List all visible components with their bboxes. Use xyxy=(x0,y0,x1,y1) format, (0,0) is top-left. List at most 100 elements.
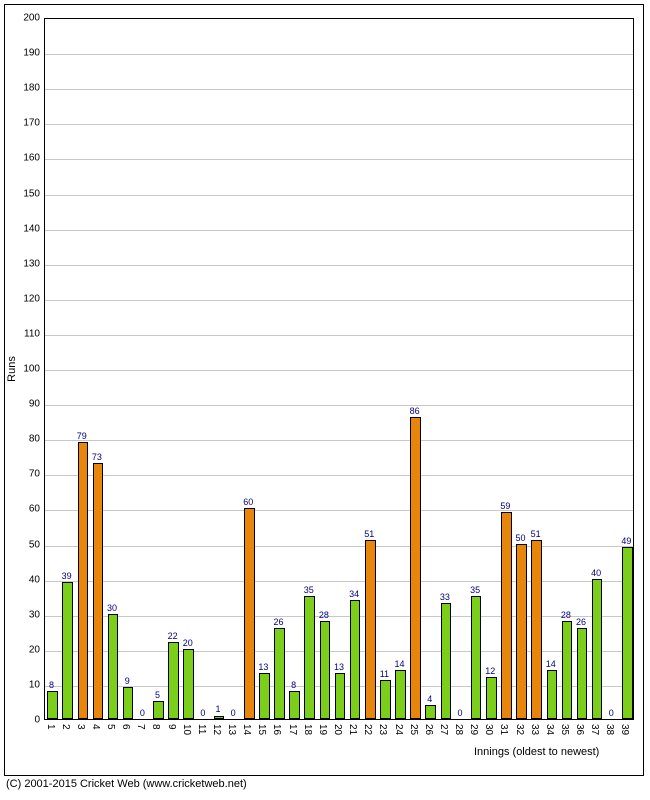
bar-value-label: 35 xyxy=(304,585,314,595)
grid-line xyxy=(45,300,633,301)
y-tick-label: 90 xyxy=(0,399,40,410)
bar xyxy=(62,582,73,719)
bar-value-label: 11 xyxy=(380,669,389,679)
bar-value-label: 33 xyxy=(440,592,450,602)
bar-value-label: 0 xyxy=(609,708,614,718)
x-tick-label: 6 xyxy=(120,724,131,730)
x-tick-label: 5 xyxy=(105,724,116,730)
x-tick-label: 29 xyxy=(468,724,479,735)
bar xyxy=(350,600,361,719)
x-tick-label: 36 xyxy=(574,724,585,735)
bar xyxy=(108,614,119,719)
bar xyxy=(547,670,558,719)
bar-value-label: 51 xyxy=(364,529,374,539)
bar xyxy=(380,680,391,719)
grid-line xyxy=(45,370,633,371)
y-tick-label: 100 xyxy=(0,364,40,375)
x-tick-label: 11 xyxy=(196,724,207,734)
bar-value-label: 8 xyxy=(291,680,296,690)
bar xyxy=(425,705,436,719)
bar-value-label: 13 xyxy=(258,662,268,672)
bar-value-label: 22 xyxy=(168,631,178,641)
y-tick-label: 70 xyxy=(0,469,40,480)
x-tick-label: 4 xyxy=(90,724,101,730)
grid-line xyxy=(45,335,633,336)
x-tick-label: 12 xyxy=(211,724,222,735)
bar xyxy=(471,596,482,719)
y-tick-label: 180 xyxy=(0,83,40,94)
bar xyxy=(289,691,300,719)
bar-value-label: 20 xyxy=(183,638,193,648)
copyright-text: (C) 2001-2015 Cricket Web (www.cricketwe… xyxy=(6,778,247,790)
bar-value-label: 14 xyxy=(546,659,556,669)
bar xyxy=(577,628,588,719)
x-tick-label: 18 xyxy=(302,724,313,735)
bar-value-label: 49 xyxy=(621,536,631,546)
bar-value-label: 4 xyxy=(427,694,432,704)
y-tick-label: 200 xyxy=(0,13,40,24)
bar xyxy=(78,442,89,719)
bar-value-label: 0 xyxy=(458,708,463,718)
bar xyxy=(486,677,497,719)
bar-value-label: 60 xyxy=(243,497,253,507)
bar-value-label: 50 xyxy=(516,533,526,543)
chart-container: Runs Innings (oldest to newest) (C) 2001… xyxy=(0,0,650,800)
bar-value-label: 0 xyxy=(231,708,236,718)
bar xyxy=(93,463,104,719)
bar xyxy=(335,673,346,719)
bar xyxy=(441,603,452,719)
bar-value-label: 30 xyxy=(107,603,117,613)
bar xyxy=(168,642,179,719)
x-tick-label: 37 xyxy=(589,724,600,735)
bar-value-label: 0 xyxy=(140,708,145,718)
bar xyxy=(365,540,376,719)
x-tick-label: 15 xyxy=(256,724,267,735)
x-tick-label: 13 xyxy=(226,724,237,735)
bar xyxy=(153,701,164,719)
grid-line xyxy=(45,510,633,511)
grid-line xyxy=(45,651,633,652)
x-tick-label: 20 xyxy=(332,724,343,735)
x-tick-label: 2 xyxy=(60,724,71,730)
bar-value-label: 28 xyxy=(319,610,329,620)
bar xyxy=(304,596,315,719)
x-tick-label: 10 xyxy=(181,724,192,735)
grid-line xyxy=(45,54,633,55)
grid-line xyxy=(45,405,633,406)
bar-value-label: 26 xyxy=(576,617,586,627)
x-tick-label: 34 xyxy=(544,724,555,735)
x-tick-label: 38 xyxy=(604,724,615,735)
grid-line xyxy=(45,195,633,196)
bar-value-label: 73 xyxy=(92,452,102,462)
bar-value-label: 35 xyxy=(470,585,480,595)
x-tick-label: 35 xyxy=(559,724,570,735)
bar-value-label: 39 xyxy=(62,571,72,581)
x-tick-label: 31 xyxy=(498,724,509,735)
grid-line xyxy=(45,124,633,125)
bar-value-label: 79 xyxy=(77,431,87,441)
bar xyxy=(274,628,285,719)
x-tick-label: 16 xyxy=(271,724,282,735)
x-tick-label: 27 xyxy=(438,724,449,735)
bar xyxy=(47,691,58,719)
plot-area xyxy=(44,18,634,720)
bar-value-label: 28 xyxy=(561,610,571,620)
bar xyxy=(123,687,134,719)
x-tick-label: 3 xyxy=(75,724,86,730)
x-tick-label: 7 xyxy=(135,724,146,730)
bar xyxy=(183,649,194,719)
bar xyxy=(395,670,406,719)
y-tick-label: 80 xyxy=(0,434,40,445)
y-tick-label: 160 xyxy=(0,153,40,164)
bar xyxy=(531,540,542,719)
bar-value-label: 26 xyxy=(273,617,283,627)
bar xyxy=(501,512,512,719)
x-tick-label: 21 xyxy=(347,724,358,735)
bar-value-label: 0 xyxy=(200,708,205,718)
y-tick-label: 30 xyxy=(0,609,40,620)
y-tick-label: 60 xyxy=(0,504,40,515)
bar xyxy=(214,716,225,720)
x-tick-label: 39 xyxy=(619,724,630,735)
bar xyxy=(562,621,573,719)
x-tick-label: 26 xyxy=(423,724,434,735)
